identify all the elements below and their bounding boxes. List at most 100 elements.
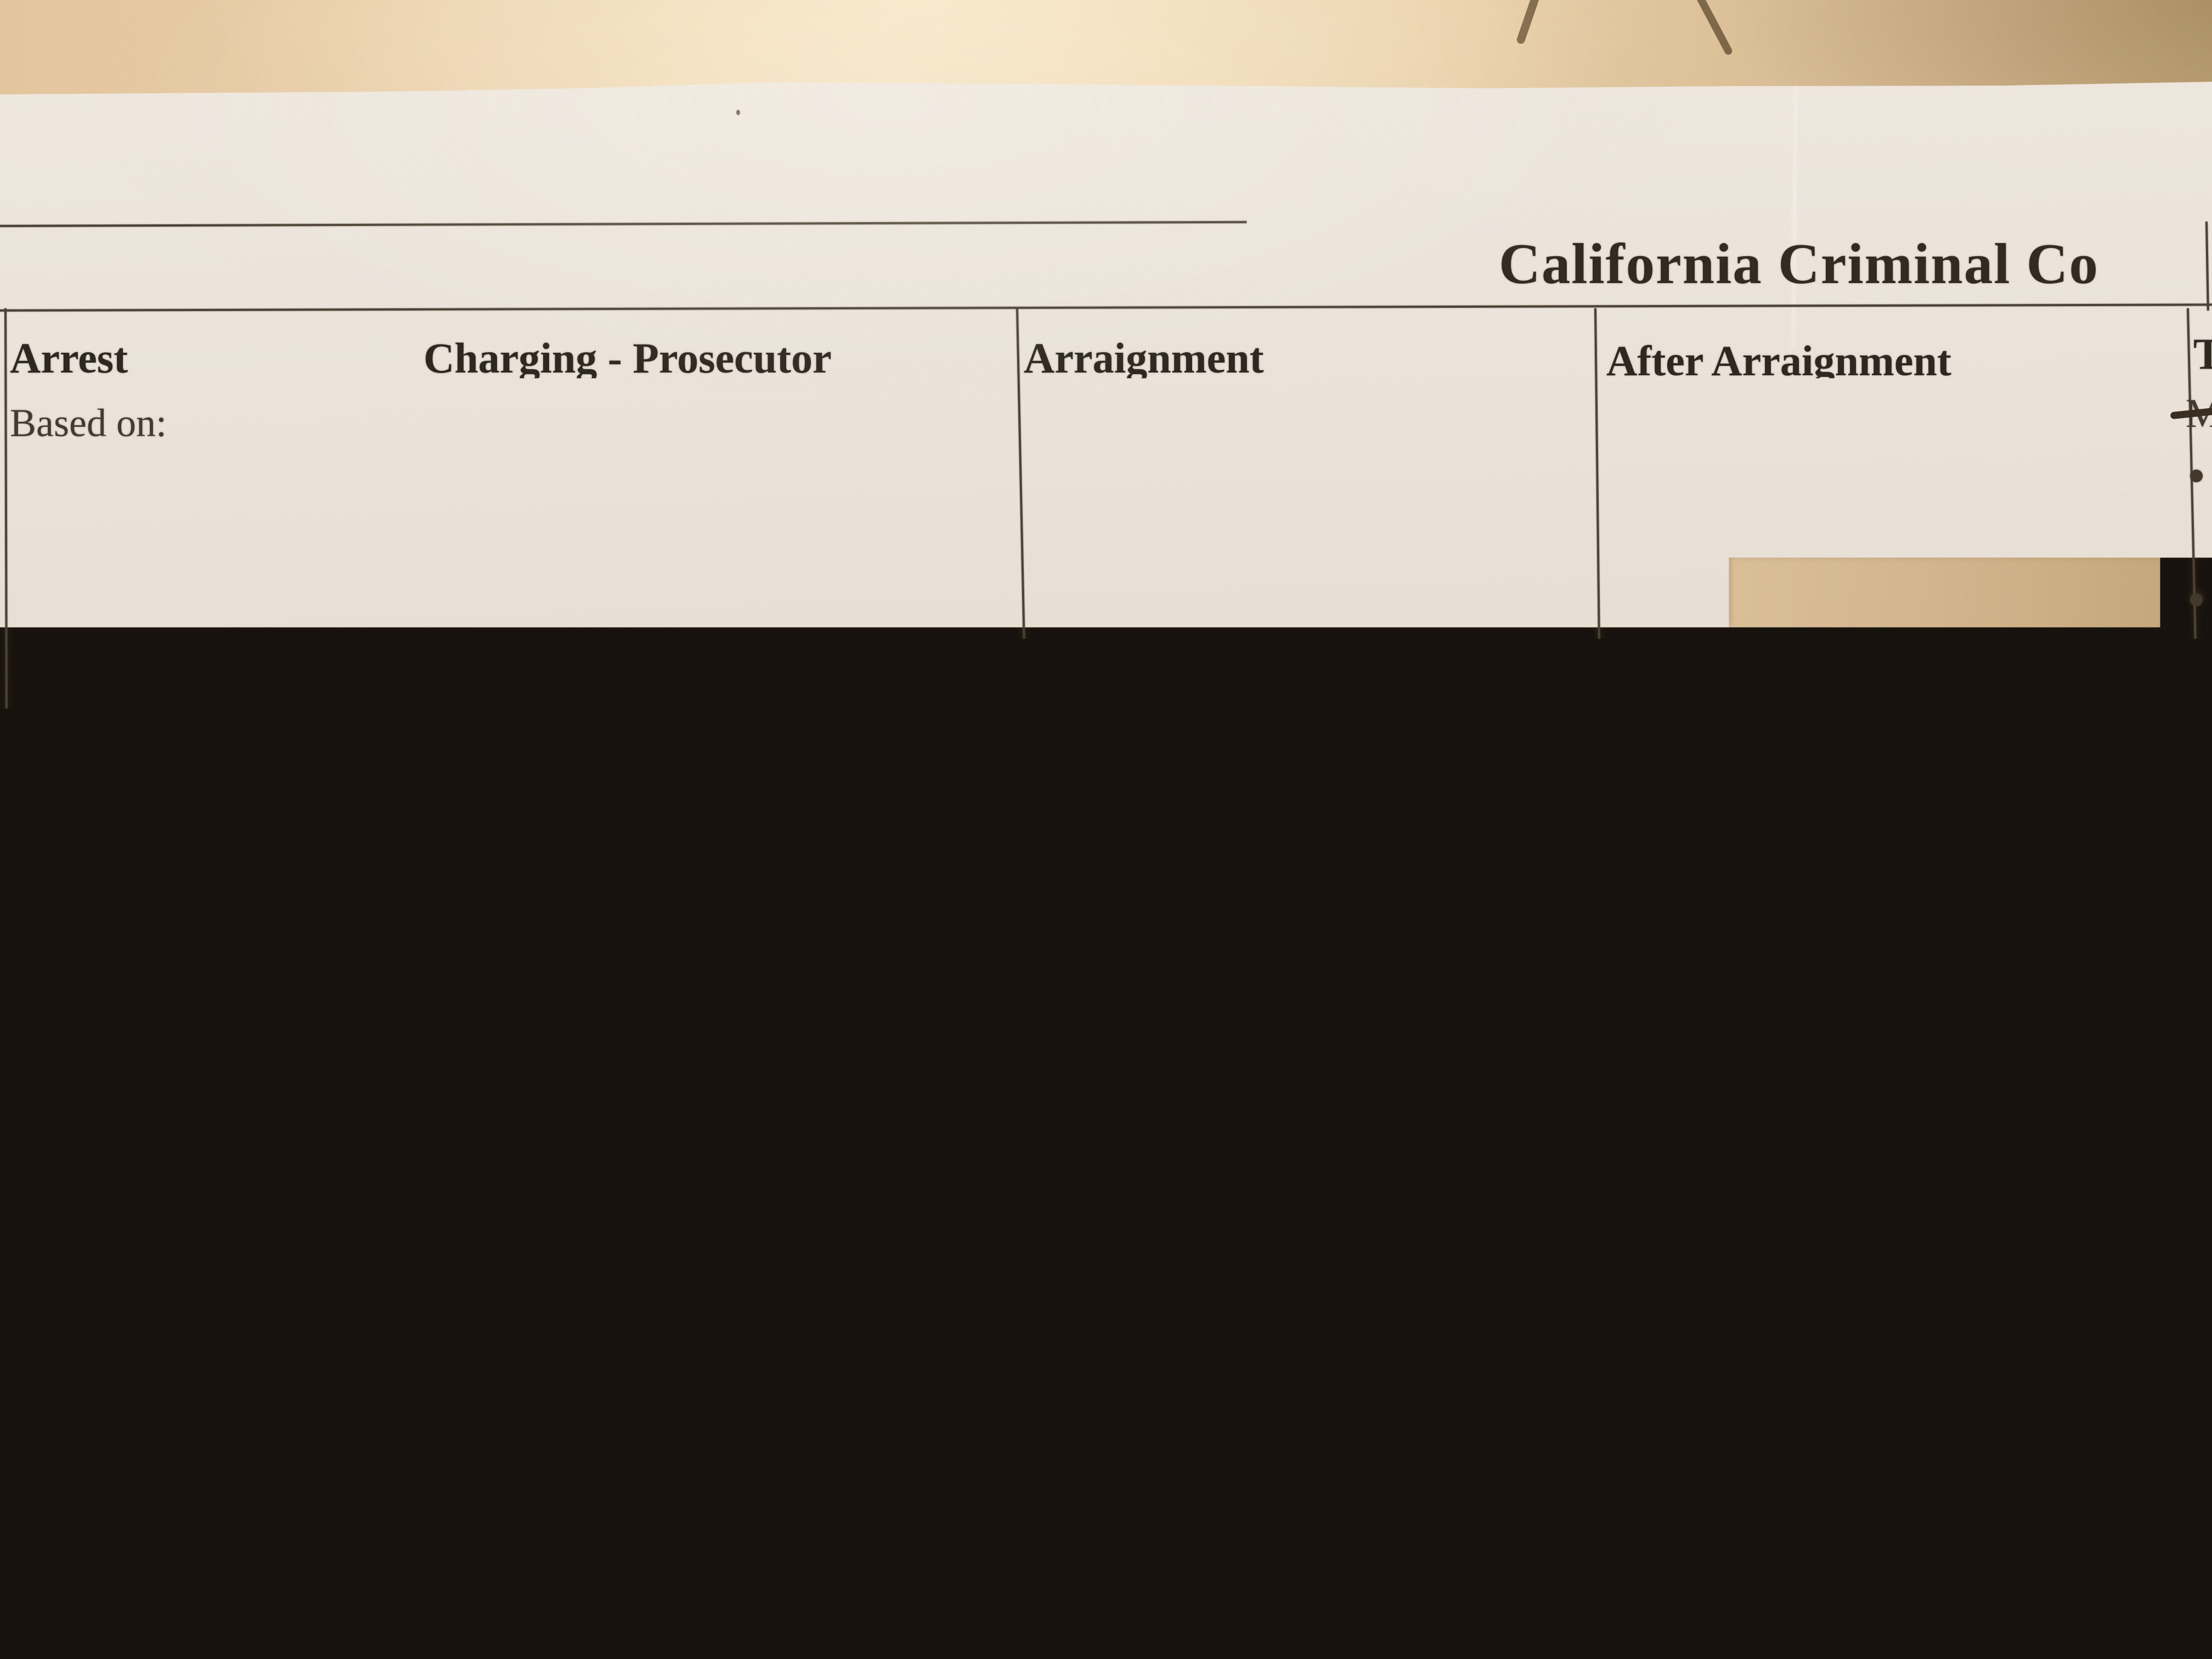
item-text: Plea Bargain	[1606, 1143, 2177, 1211]
item-text: Change Plea (Guilty)	[1606, 599, 2177, 667]
text-line: Plea	[1147, 779, 1578, 844]
item-text: Misdemeanor	[1606, 395, 2177, 463]
text-line: Pretrial Motions	[1750, 531, 2177, 599]
text-line: (If still in Custody)	[1147, 455, 1578, 520]
item-text: Drops Charges	[424, 520, 1011, 585]
text-line: Preliminary Hearing	[1750, 871, 2177, 939]
text-line: Change Plea (Guilty)	[1750, 599, 2177, 667]
item-text: Files Complaint	[424, 844, 1011, 909]
item-text: Charges	[1024, 714, 1578, 779]
paper-speck	[736, 110, 740, 115]
text-line: Plea Bargain	[1750, 1143, 2177, 1211]
list-item: Misdemeanor	[1606, 395, 2177, 463]
item-text: Posts Bail	[10, 779, 397, 844]
text-line: Plea Bargain	[1750, 667, 2177, 735]
item-text: Warrant or	[10, 455, 397, 520]
photo-of-document: California Criminal Co Arrest Based on: Wa…	[0, 0, 2212, 1659]
list-item: Pretrial Motions	[1606, 1007, 2177, 1075]
text-line: Drops Charges	[536, 520, 1011, 585]
fragment-letter: F	[2193, 786, 2212, 831]
column-header: After Arraignment	[1606, 327, 2177, 395]
item-text: Covers:	[1024, 585, 1578, 650]
table-border-title-top	[0, 218, 2212, 227]
list-item: Change Plea (Guilty)	[1606, 1075, 2177, 1143]
text-line: Discovery	[1750, 463, 2177, 531]
bullet-icon	[444, 870, 457, 883]
list-item: Probable Cause	[10, 520, 397, 585]
list-item: Plea	[1024, 779, 1578, 844]
list-item: Discovery	[1606, 463, 2177, 531]
text-line: Remains in Jail	[97, 844, 397, 909]
item-text: Charges crimes as Misdemeanor or Felony	[424, 650, 1011, 844]
bullet-icon	[1641, 1170, 1654, 1182]
item-text: Bail	[1024, 844, 1578, 909]
item-text: Pretrial Motions	[1606, 531, 2177, 599]
item-text: Felony	[1606, 803, 2177, 871]
edge-fragment	[2190, 594, 2212, 610]
edge-fragment	[2190, 844, 2212, 860]
bullet-icon	[19, 741, 31, 753]
list-item: Rights	[1024, 650, 1578, 714]
item-text: Released	[10, 714, 397, 779]
text-line: Misdemeanor or	[536, 714, 1011, 779]
bullet-icon	[19, 870, 31, 883]
bullet-icon	[19, 482, 31, 494]
bullet-icon	[444, 546, 457, 559]
bullet-icon	[444, 417, 457, 430]
column-after-arraignment: After Arraignment Misdemeanor Discovery Pre…	[1606, 308, 2177, 1211]
list-item: Posts Bail	[10, 779, 397, 844]
list-item: Plea Bargain	[1606, 1143, 2177, 1211]
text-line: Felony	[536, 779, 1011, 844]
list-item: Files Complaint	[424, 844, 1011, 909]
edge-fragment: T	[2193, 327, 2212, 382]
text-line: Change Plea (Guilty)	[1750, 1075, 2177, 1143]
text-line: Pretrial Motions	[1750, 1007, 2177, 1075]
pen-mark	[1695, 0, 1734, 56]
edge-fragment: F	[2193, 781, 2212, 836]
paper-crease	[1791, 83, 1797, 347]
list-item: Drops Charges	[424, 520, 1011, 585]
item-text: Pretrial Motions	[1606, 1007, 2177, 1075]
column-header: Arrest	[10, 326, 397, 391]
item-text: After Arrest	[10, 650, 397, 714]
edge-fragment	[2190, 982, 2212, 998]
spacer	[10, 585, 397, 650]
bullet-icon	[1641, 966, 1654, 978]
list-item: Bail	[1024, 844, 1578, 909]
bullet-icon	[1049, 805, 1062, 818]
item-text: 48 hours after Arrest (If still in Custod…	[1024, 391, 1578, 520]
bullet-icon	[1641, 693, 1654, 706]
footer-item: Bench & Jury Trials	[1620, 1607, 2212, 1659]
text-line: Based on Police	[536, 391, 1011, 455]
list-item: Counsel	[1024, 909, 1578, 973]
bullet-icon	[2190, 1376, 2203, 1389]
item-text: Preliminary Hearing	[1606, 871, 2177, 939]
edge-fragment	[2190, 1376, 2212, 1392]
text-line: Released	[97, 714, 397, 779]
edge-fragment	[2190, 470, 2212, 486]
list-item: After Arrest	[10, 650, 397, 714]
list-item: Pretrial Motions	[1606, 531, 2177, 599]
edge-fragment	[2190, 1482, 2212, 1499]
text-line: Files Complaint	[536, 844, 1011, 909]
fragment-letter: T	[2193, 330, 2212, 379]
footer-item-text: Elements of Crimes	[4, 1601, 392, 1646]
item-text: Rights	[1024, 650, 1578, 714]
text-line: Based on:	[10, 391, 397, 455]
list-item: Warrant or	[10, 455, 397, 520]
bullet-icon	[1641, 1102, 1654, 1114]
column-arrest: Arrest Based on: Warrant or Probable Cause A…	[10, 308, 397, 909]
item-text: Counsel	[1024, 909, 1578, 973]
text-line: Adds Charges	[536, 585, 1011, 650]
bullet-icon	[2190, 470, 2203, 482]
bullet-icon	[1641, 489, 1654, 502]
item-text: Remains in Jail	[10, 844, 397, 909]
bullet-icon	[1049, 935, 1062, 947]
footer-row: Chapter 2 - Criminal Law Today Elements …	[0, 1520, 2212, 1659]
bullet-icon	[1694, 1626, 1707, 1639]
bullet-icon	[19, 805, 31, 818]
bullet-icon	[2190, 594, 2203, 606]
paper-sheet: California Criminal Co Arrest Based on: Wa…	[0, 0, 2212, 1659]
title-row-right-border	[2205, 222, 2209, 311]
text-line: After Arrest	[10, 650, 397, 714]
